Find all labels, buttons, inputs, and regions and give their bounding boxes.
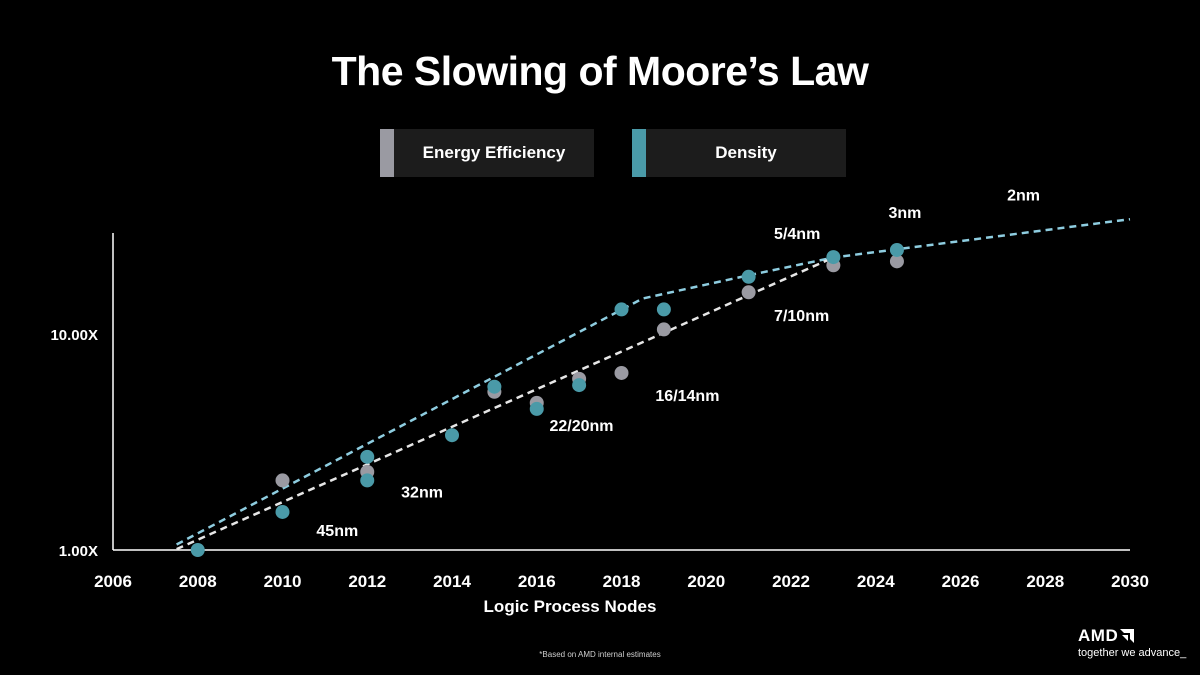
efficiency-point (614, 365, 629, 380)
logo-tagline: together we advance_ (1078, 647, 1187, 659)
node-annotation: 45nm (316, 523, 358, 540)
density-point (360, 473, 375, 488)
amd-arrow-icon (1120, 629, 1135, 643)
node-annotation: 32nm (401, 485, 443, 502)
legend-item-energy-efficiency: Energy Efficiency (380, 129, 594, 177)
x-tick-label: 2016 (518, 572, 556, 591)
legend-swatch-density (632, 129, 646, 177)
density-point (656, 302, 671, 317)
density-point (572, 378, 587, 393)
x-tick-label: 2020 (687, 572, 725, 591)
density-point (529, 401, 544, 416)
node-annotation: 2nm (1007, 188, 1040, 205)
y-tick-label: 10.00X (50, 327, 98, 344)
x-tick-label: 2012 (348, 572, 386, 591)
page-title: The Slowing of Moore’s Law (331, 48, 869, 94)
density-point (614, 302, 629, 317)
efficiency-point (741, 285, 756, 300)
x-tick-label: 2010 (264, 572, 302, 591)
density-point (360, 449, 375, 464)
efficiency-point (656, 322, 671, 337)
x-tick-label: 2008 (179, 572, 217, 591)
legend-label-energy-efficiency: Energy Efficiency (422, 143, 566, 162)
x-tick-label: 2018 (603, 572, 641, 591)
density-point (826, 250, 841, 265)
density-point (741, 269, 756, 284)
density-point (190, 543, 205, 557)
density-point (889, 242, 904, 257)
x-axis-label: Logic Process Nodes (483, 597, 657, 616)
y-tick-label: 1.00X (59, 543, 98, 560)
density-point (275, 504, 290, 519)
node-annotation: 3nm (888, 205, 921, 222)
x-tick-label: 2026 (942, 572, 980, 591)
density-point (445, 428, 459, 443)
density-trend-line (176, 217, 1131, 546)
efficiency-point (275, 473, 290, 488)
logo-brand: AMD (1078, 626, 1119, 645)
amd-logo: AMD together we advance_ (1078, 626, 1186, 659)
legend-item-density: Density (632, 129, 846, 177)
node-annotation: 5/4nm (774, 226, 820, 243)
efficiency-trend-line (176, 256, 834, 551)
logo-wordmark: AMD (1078, 626, 1186, 646)
x-tick-label: 2028 (1026, 572, 1064, 591)
x-tick-label: 2006 (94, 572, 132, 591)
efficiency-point (889, 254, 904, 269)
node-annotation: 16/14nm (655, 388, 719, 405)
node-annotation: 7/10nm (774, 308, 829, 325)
footnote: *Based on AMD internal estimates (539, 650, 661, 659)
x-tick-label: 2030 (1111, 572, 1149, 591)
x-tick-label: 2022 (772, 572, 810, 591)
node-annotation: 22/20nm (549, 418, 613, 435)
legend-label-density: Density (715, 143, 777, 162)
legend-swatch-energy-efficiency (380, 129, 394, 177)
x-tick-label: 2014 (433, 572, 471, 591)
x-tick-label: 2024 (857, 572, 895, 591)
density-point (487, 379, 502, 394)
